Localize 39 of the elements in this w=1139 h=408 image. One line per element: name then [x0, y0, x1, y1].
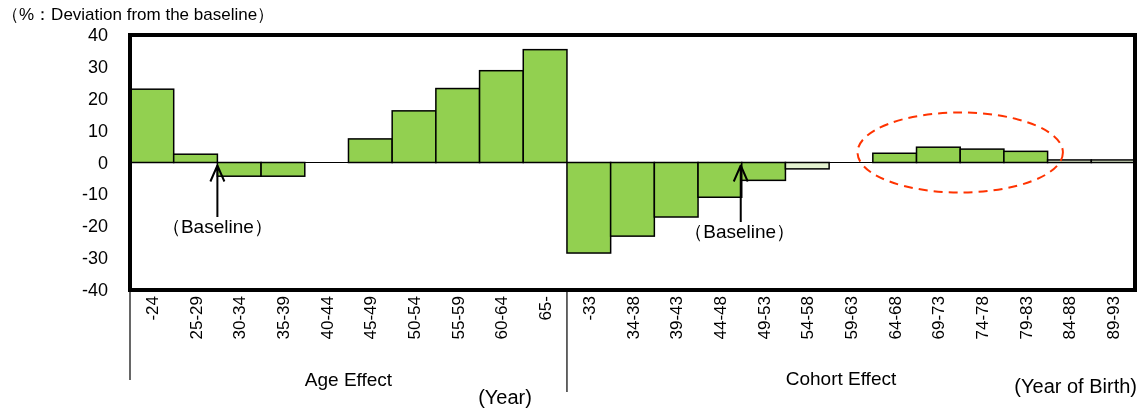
y-tick-label: 0: [97, 152, 108, 173]
x-tick-label: 50-54: [405, 296, 425, 340]
text: Age Effect: [304, 369, 393, 390]
y-tick-label: -30: [81, 248, 108, 269]
y-tick-label: -20: [81, 216, 108, 237]
x-tick-label: 59-63: [841, 296, 861, 340]
text: Cohort Effect: [785, 368, 897, 389]
text: (Year of Birth): [1014, 375, 1137, 397]
text: (Year): [478, 386, 532, 408]
y-tick-label: -10: [81, 184, 108, 205]
x-tick-label: 30-34: [230, 296, 250, 340]
x-tick-label: 49-53: [754, 296, 774, 340]
x-tick-label: 25-29: [186, 296, 206, 340]
x-tick-label: 74-78: [973, 296, 993, 340]
y-tick-label: -40: [81, 280, 108, 300]
x-tick-label: 55-59: [448, 296, 468, 340]
x-tick-label: 34-38: [623, 296, 643, 340]
x-tick-label: 64-68: [885, 296, 905, 340]
x-tick-label: 40-44: [317, 296, 337, 340]
y-tick-label: 30: [87, 56, 108, 77]
x-tick-label: 84-88: [1060, 296, 1080, 340]
x-tick-label: 65-: [536, 296, 556, 321]
x-tick-label: 89-93: [1104, 296, 1124, 340]
x-tick-label: 44-48: [710, 296, 730, 340]
y-tick-label: 10: [87, 120, 108, 141]
x-tick-label: 69-73: [929, 296, 949, 340]
y-axis-title: （%：Deviation from the baseline）: [2, 5, 275, 24]
x-tick-label: 39-43: [667, 296, 687, 340]
x-tick-label: 54-58: [798, 296, 818, 340]
annotation: （Baseline）: [161, 216, 273, 237]
x-tick-label: 60-64: [492, 296, 512, 340]
annotation: （Baseline）: [684, 221, 796, 242]
y-tick-label: 40: [87, 25, 108, 45]
x-tick-label: -24: [142, 296, 162, 321]
x-tick-label: -33: [579, 296, 599, 321]
x-tick-label: 79-83: [1016, 296, 1036, 340]
y-tick-label: 20: [87, 88, 108, 109]
x-tick-label: 45-49: [361, 296, 381, 340]
x-tick-label: 35-39: [273, 296, 293, 340]
